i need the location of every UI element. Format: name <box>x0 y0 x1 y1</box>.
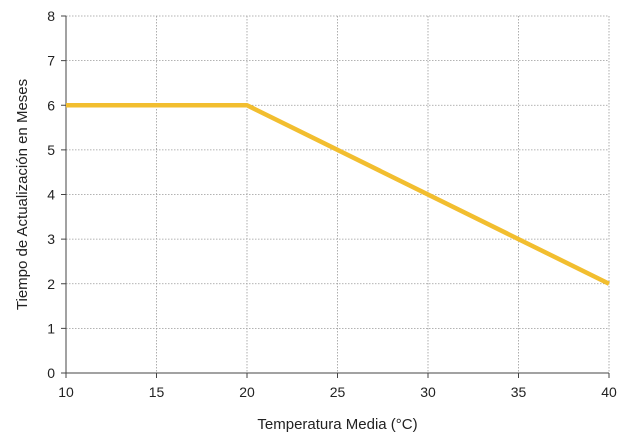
x-tick-label: 10 <box>58 384 74 400</box>
y-tick-label: 8 <box>47 8 55 24</box>
x-tick-label: 30 <box>420 384 436 400</box>
ticks: 10 15 20 25 30 35 40 0 1 2 3 4 5 6 7 8 <box>47 8 617 400</box>
grid <box>66 16 609 373</box>
x-tick-label: 20 <box>239 384 255 400</box>
x-tick-label: 25 <box>330 384 346 400</box>
y-tick-label: 0 <box>47 365 55 381</box>
y-tick-label: 1 <box>47 320 55 336</box>
y-tick-label: 7 <box>47 53 55 69</box>
y-tick-label: 3 <box>47 231 55 247</box>
x-tick-label: 15 <box>149 384 165 400</box>
x-tick-label: 40 <box>601 384 617 400</box>
x-tick-label: 35 <box>511 384 527 400</box>
y-tick-label: 5 <box>47 142 55 158</box>
x-axis-title: Temperatura Media (°C) <box>257 416 417 433</box>
y-tick-label: 2 <box>47 276 55 292</box>
y-tick-label: 4 <box>47 187 55 203</box>
y-tick-label: 6 <box>47 97 55 113</box>
y-axis-title: Tiempo de Actualización en Meses <box>14 79 31 310</box>
